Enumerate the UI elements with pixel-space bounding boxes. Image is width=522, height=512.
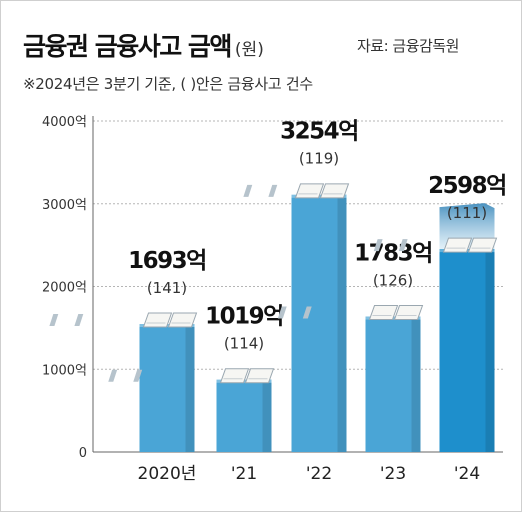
money-bundle: [219, 368, 250, 384]
value-label: 1693억: [128, 248, 206, 274]
bar-body: [216, 379, 272, 452]
value-label: 1019억: [205, 304, 283, 330]
money-bundle: [319, 183, 350, 199]
money-bundle: [393, 305, 424, 321]
bar-body: [291, 194, 347, 453]
value-label: 3254억: [280, 119, 358, 145]
money-wrap: [277, 306, 287, 319]
money-bundle: [368, 305, 399, 321]
y-tick-label: 3000억: [42, 198, 87, 213]
money-wrap: [398, 239, 408, 252]
money-wrap: [268, 184, 278, 197]
bar: [439, 249, 495, 452]
bar-body: [439, 249, 495, 452]
money-bundle: [294, 183, 325, 199]
money-bundle: [244, 368, 275, 384]
y-tick-label: 4000억: [42, 115, 87, 130]
bar-body: [365, 316, 421, 452]
y-tick-label: 0: [79, 446, 87, 461]
money-wrap: [302, 306, 312, 319]
money-stack: [49, 312, 198, 328]
money-bundle: [142, 312, 173, 328]
title-row: 금융권 금융사고 금액 (원): [23, 27, 264, 63]
money-bundle: [442, 237, 473, 253]
count-label: (126): [373, 271, 413, 289]
value-label: 2598억: [428, 173, 506, 199]
y-tick-label: 1000억: [42, 363, 87, 378]
money-wrap: [49, 314, 59, 327]
money-bundle: [467, 237, 498, 253]
bar-side: [185, 324, 195, 452]
x-tick-label: '21: [231, 464, 257, 484]
money-wrap: [243, 184, 253, 197]
value-label: 1783억: [354, 240, 432, 266]
bar: [216, 379, 272, 452]
bar: [139, 324, 195, 452]
money-stack: [243, 183, 350, 199]
money-wrap: [108, 369, 118, 382]
money-bundle: [167, 312, 198, 328]
count-label: (114): [224, 335, 264, 353]
chart-note: ※2024년은 3분기 기준, ( )안은 금융사고 건수: [23, 75, 313, 93]
money-stack: [277, 305, 424, 321]
chart-unit: (원): [234, 40, 264, 60]
count-label: (141): [147, 279, 187, 297]
x-tick-label: '24: [454, 464, 480, 484]
y-tick-label: 2000억: [42, 281, 87, 296]
x-tick-label: '23: [380, 464, 406, 484]
bar-side: [411, 316, 421, 452]
count-label: (119): [299, 150, 339, 168]
chart-title: 금융권 금융사고 금액: [23, 32, 232, 61]
money-stack: [108, 368, 275, 384]
bar-body: [139, 324, 195, 452]
money-stack: [373, 237, 498, 253]
bar: [291, 194, 347, 453]
chart-source: 자료: 금융감독원: [357, 37, 459, 55]
count-label: (111): [447, 204, 487, 222]
x-tick-label: 2020년: [138, 464, 197, 484]
bar: [365, 316, 421, 452]
bar-side: [485, 249, 495, 452]
money-wrap: [373, 239, 383, 252]
x-tick-label: '22: [306, 464, 332, 484]
bar-side: [337, 194, 347, 453]
money-wrap: [74, 314, 84, 327]
bar-side: [262, 379, 272, 452]
money-wrap: [133, 369, 143, 382]
